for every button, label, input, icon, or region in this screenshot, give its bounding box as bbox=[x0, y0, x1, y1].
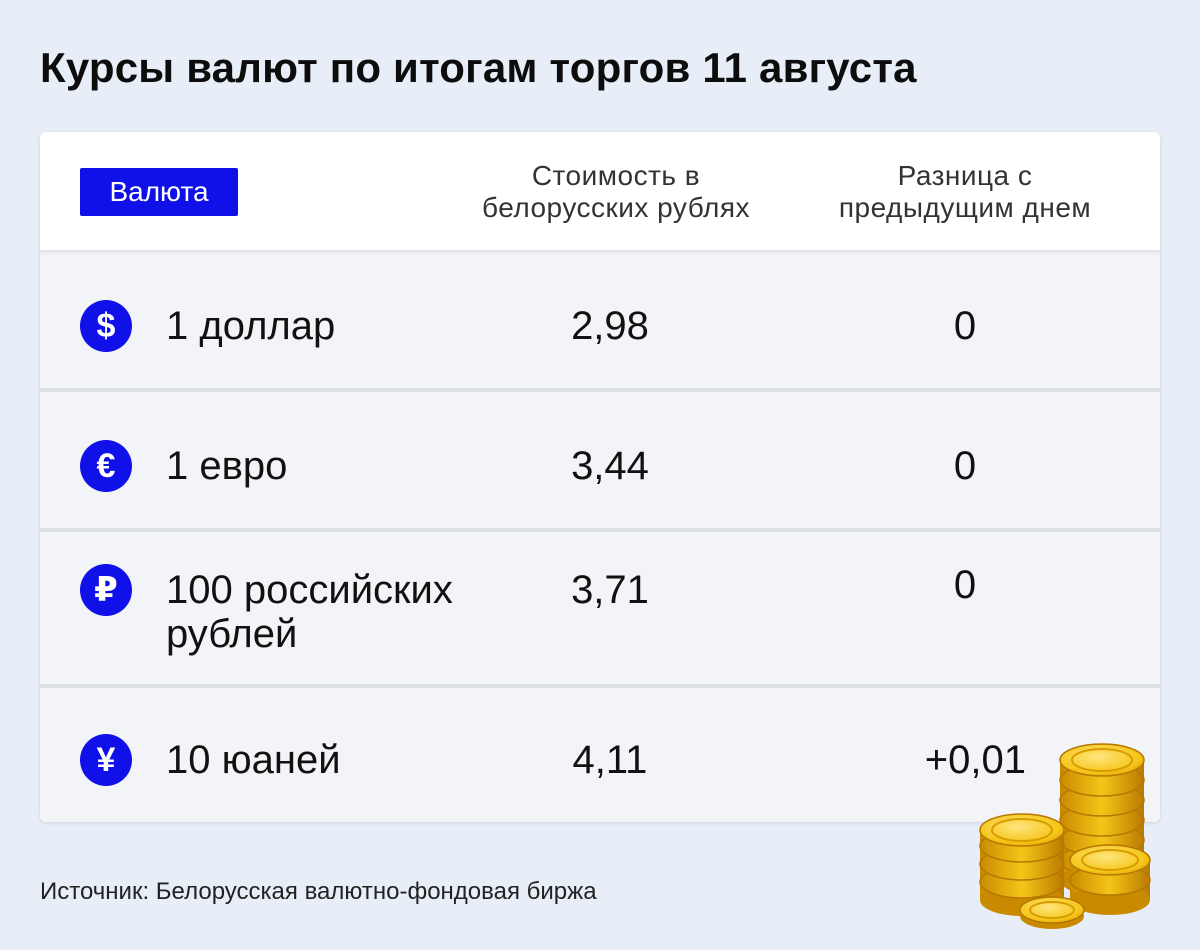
value-header-line2: белорусских рублях bbox=[481, 192, 751, 223]
diff-header-line1: Разница с bbox=[897, 160, 1033, 191]
table-header: Валюта Стоимость в белорусских рублях Ра… bbox=[40, 132, 1160, 250]
exchange-rate-table: Валюта Стоимость в белорусских рублях Ра… bbox=[40, 132, 1160, 822]
currency-column-header: Валюта bbox=[80, 168, 238, 216]
table-row-yuan: ¥ 10 юаней 4,11 +0,01 bbox=[40, 688, 1160, 822]
table-row-dollar: $ 1 доллар 2,98 0 bbox=[40, 250, 1160, 388]
row-divider bbox=[40, 388, 1160, 392]
currency-name: 10 юаней bbox=[166, 738, 341, 782]
ruble-icon: ₽ bbox=[80, 564, 132, 616]
currency-name-line2: рублей bbox=[166, 612, 298, 656]
value-header-line1: Стоимость в bbox=[531, 160, 701, 191]
currency-value: 3,44 bbox=[571, 444, 649, 488]
diff-column-header: Разница с предыдущим днем bbox=[800, 160, 1130, 224]
currency-diff: 0 bbox=[953, 444, 977, 488]
coin-stack-front bbox=[1069, 844, 1151, 915]
table-row-ruble: ₽ 100 российских рублей 3,71 0 bbox=[40, 532, 1160, 684]
page-title: Курсы валют по итогам торгов 11 августа bbox=[40, 44, 917, 91]
currency-diff: 0 bbox=[953, 563, 977, 607]
currency-value: 2,98 bbox=[571, 304, 649, 348]
euro-icon: € bbox=[80, 440, 132, 492]
currency-value: 3,71 bbox=[571, 568, 649, 612]
coin-stack-illustration bbox=[979, 743, 1151, 929]
currency-name: 1 евро bbox=[166, 444, 288, 488]
dollar-icon: $ bbox=[80, 300, 132, 352]
row-divider bbox=[40, 528, 1160, 532]
currency-name: 1 доллар bbox=[166, 304, 336, 348]
currency-name: 100 российских bbox=[166, 568, 453, 612]
value-column-header: Стоимость в белорусских рублях bbox=[436, 160, 796, 224]
coin-stack-left bbox=[979, 813, 1065, 916]
yuan-icon: ¥ bbox=[80, 734, 132, 786]
table-row-euro: € 1 евро 3,44 0 bbox=[40, 392, 1160, 528]
row-divider bbox=[40, 684, 1160, 688]
single-coin bbox=[1019, 896, 1085, 929]
currency-value: 4,11 bbox=[572, 738, 648, 782]
diff-header-line2: предыдущим днем bbox=[838, 192, 1092, 223]
source-note: Источник: Белорусская валютно-фондовая б… bbox=[40, 878, 597, 905]
currency-diff: 0 bbox=[953, 304, 977, 348]
currency-diff: +0,01 bbox=[924, 738, 1026, 782]
